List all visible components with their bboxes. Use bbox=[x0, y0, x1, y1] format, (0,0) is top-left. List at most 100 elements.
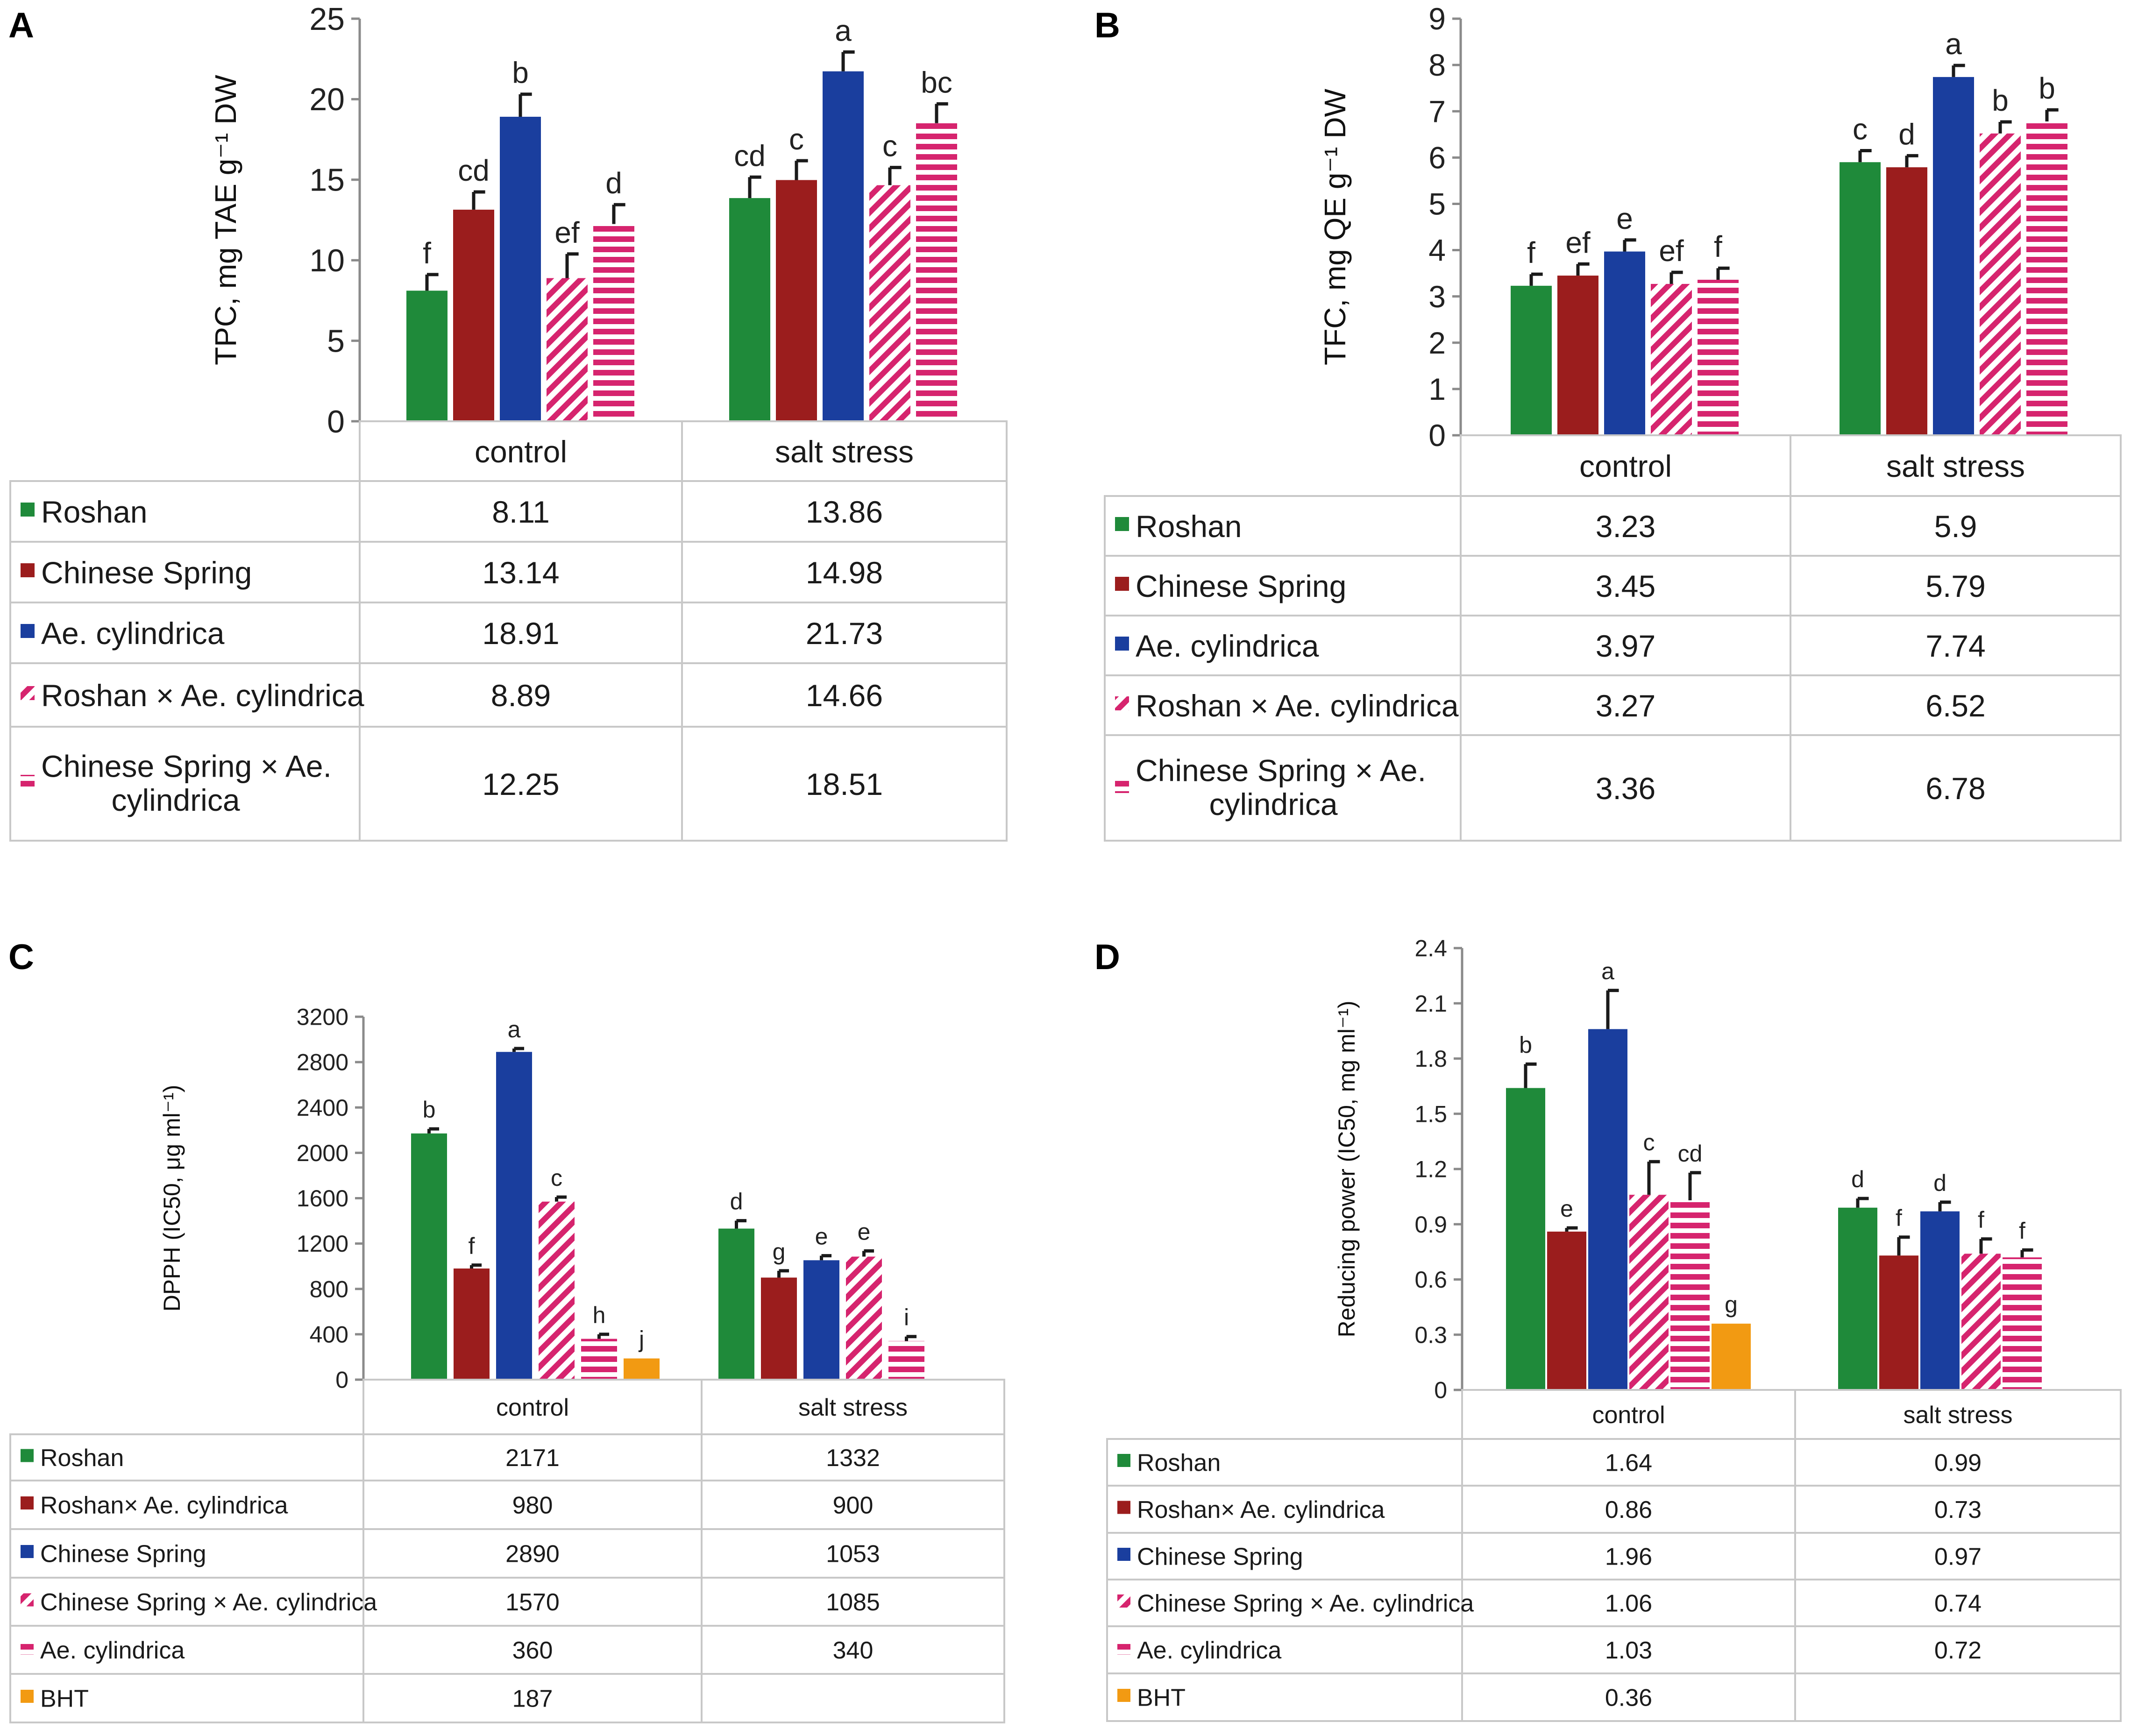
y-tick-label: 25 bbox=[309, 1, 345, 37]
y-tick-label: 15 bbox=[309, 163, 345, 198]
legend-swatch bbox=[21, 1641, 34, 1655]
significance-letter: h bbox=[593, 1302, 606, 1328]
y-tick-label: 0 bbox=[1428, 418, 1446, 453]
legend-swatch bbox=[1117, 1594, 1130, 1608]
table-value-control: 3.23 bbox=[1596, 509, 1655, 544]
y-tick-label: 3200 bbox=[297, 1004, 348, 1030]
table-value-salt-stress: 0.99 bbox=[1934, 1450, 1982, 1477]
significance-letter: ef bbox=[1659, 234, 1684, 268]
series-name: Roshan bbox=[41, 495, 148, 529]
legend-swatch bbox=[21, 686, 35, 700]
significance-letter: g bbox=[773, 1239, 786, 1265]
table-header-salt-stress: salt stress bbox=[798, 1394, 908, 1421]
table-value-salt-stress: 5.79 bbox=[1925, 569, 1985, 603]
significance-letter: a bbox=[1945, 27, 1962, 61]
significance-letter: f bbox=[2019, 1218, 2025, 1244]
significance-letter: b bbox=[423, 1097, 436, 1123]
table-value-salt-stress: 0.73 bbox=[1934, 1496, 1982, 1523]
legend-swatch bbox=[1117, 1501, 1130, 1514]
y-tick-label: 1.5 bbox=[1414, 1101, 1447, 1127]
table-body bbox=[1104, 495, 2122, 842]
table-header-salt-stress: salt stress bbox=[1903, 1402, 2012, 1429]
significance-letter: b bbox=[1519, 1032, 1532, 1058]
series-name: Chinese Spring × Ae. cylindrica bbox=[1137, 1590, 1474, 1617]
panel-letter: C bbox=[8, 937, 34, 977]
legend-swatch bbox=[1117, 1689, 1130, 1702]
legend-swatch bbox=[21, 1545, 34, 1558]
panel-b-chart: B 0 1 2 3 4 5 6 7 8 9 TFC, mg QE g⁻¹ DW f c ef d e a ef b f b… bbox=[1094, 1, 2122, 842]
table-value-salt-stress: 0.74 bbox=[1934, 1590, 1982, 1617]
table-value-control: 1.96 bbox=[1605, 1544, 1652, 1571]
y-axis-label: Reducing power (IC50, mg ml⁻¹) bbox=[1334, 1000, 1360, 1337]
table-value-control: 360 bbox=[512, 1637, 553, 1664]
table-value-salt-stress: 18.51 bbox=[806, 767, 883, 801]
bar-control bbox=[624, 1358, 660, 1380]
significance-letter: cd bbox=[458, 154, 490, 187]
table-header-salt-stress: salt stress bbox=[775, 434, 914, 469]
series-name: Roshan bbox=[1136, 509, 1242, 544]
y-axis-label: TFC, mg QE g⁻¹ DW bbox=[1318, 88, 1352, 365]
panel-letter: B bbox=[1094, 6, 1120, 45]
y-tick-label: 5 bbox=[1428, 187, 1446, 221]
panel-d-chart: D 0 0.3 0.6 0.9 1.2 1.5 1.8 2.1 2.4 Reducing power… bbox=[1094, 935, 2122, 1722]
significance-letter: e bbox=[1560, 1196, 1573, 1222]
table-value-control: 0.36 bbox=[1605, 1685, 1652, 1712]
legend-swatch bbox=[21, 1496, 34, 1509]
bar-salt-stress bbox=[761, 1277, 797, 1380]
table-value-salt-stress: 1332 bbox=[826, 1445, 880, 1472]
table-value-salt-stress: 340 bbox=[833, 1637, 874, 1664]
table-value-control: 8.89 bbox=[491, 678, 551, 713]
table-value-control: 3.97 bbox=[1596, 629, 1655, 663]
y-tick-label: 0.9 bbox=[1414, 1212, 1447, 1238]
table-value-control: 980 bbox=[512, 1492, 553, 1519]
table-value-salt-stress: 6.52 bbox=[1925, 688, 1985, 723]
table-header-control: control bbox=[475, 434, 567, 469]
significance-letter: f bbox=[1896, 1205, 1902, 1231]
significance-letter: g bbox=[1725, 1291, 1738, 1318]
bar-salt-stress bbox=[803, 1260, 839, 1380]
series-name: Roshan bbox=[40, 1445, 124, 1472]
bar-control bbox=[496, 1052, 532, 1380]
table-body bbox=[9, 480, 1008, 842]
y-tick-label: 2400 bbox=[297, 1095, 348, 1121]
y-tick-label: 0 bbox=[1434, 1377, 1447, 1403]
table-value-salt-stress: 1085 bbox=[826, 1589, 880, 1616]
bar-salt-stress bbox=[846, 1256, 882, 1380]
y-tick-label: 400 bbox=[310, 1321, 348, 1347]
bar-control bbox=[1506, 1088, 1545, 1390]
significance-letter: bc bbox=[921, 65, 952, 99]
y-tick-label: 800 bbox=[310, 1276, 348, 1302]
table-value-control: 1.64 bbox=[1605, 1450, 1652, 1477]
significance-letter: c bbox=[1643, 1129, 1655, 1155]
bar-control bbox=[1557, 276, 1598, 435]
table-value-control: 2171 bbox=[505, 1445, 560, 1472]
bar-control bbox=[406, 291, 448, 421]
legend-swatch bbox=[1117, 1548, 1130, 1561]
y-tick-label: 0.6 bbox=[1414, 1267, 1447, 1293]
significance-letter: f bbox=[1978, 1207, 1984, 1233]
series-name: Chinese Spring × Ae. cylindrica bbox=[40, 1589, 377, 1616]
series-name: Chinese Spring bbox=[1136, 569, 1346, 603]
significance-letter: i bbox=[904, 1304, 909, 1331]
legend-swatch bbox=[21, 1690, 34, 1703]
y-tick-label: 4 bbox=[1428, 233, 1446, 268]
series-name-line: cylindrica bbox=[111, 783, 240, 817]
bar-control bbox=[1651, 283, 1692, 435]
table-header-row bbox=[1461, 1389, 2122, 1440]
bar-salt-stress bbox=[2026, 121, 2067, 435]
significance-letter: a bbox=[508, 1016, 521, 1042]
series-name: BHT bbox=[1137, 1685, 1186, 1712]
bar-control bbox=[581, 1339, 617, 1380]
y-tick-label: 8 bbox=[1428, 48, 1446, 82]
y-tick-label: 1600 bbox=[297, 1185, 348, 1212]
bar-control bbox=[547, 278, 588, 421]
legend-swatch bbox=[1115, 517, 1129, 531]
legend-swatch bbox=[1117, 1641, 1130, 1655]
y-tick-label: 5 bbox=[327, 323, 345, 359]
bar-salt-stress bbox=[729, 198, 770, 421]
y-tick-label: 2.4 bbox=[1414, 935, 1447, 962]
bar-control bbox=[1547, 1232, 1586, 1390]
series-name: Ae. cylindrica bbox=[1137, 1637, 1281, 1664]
bar-control bbox=[411, 1133, 447, 1380]
